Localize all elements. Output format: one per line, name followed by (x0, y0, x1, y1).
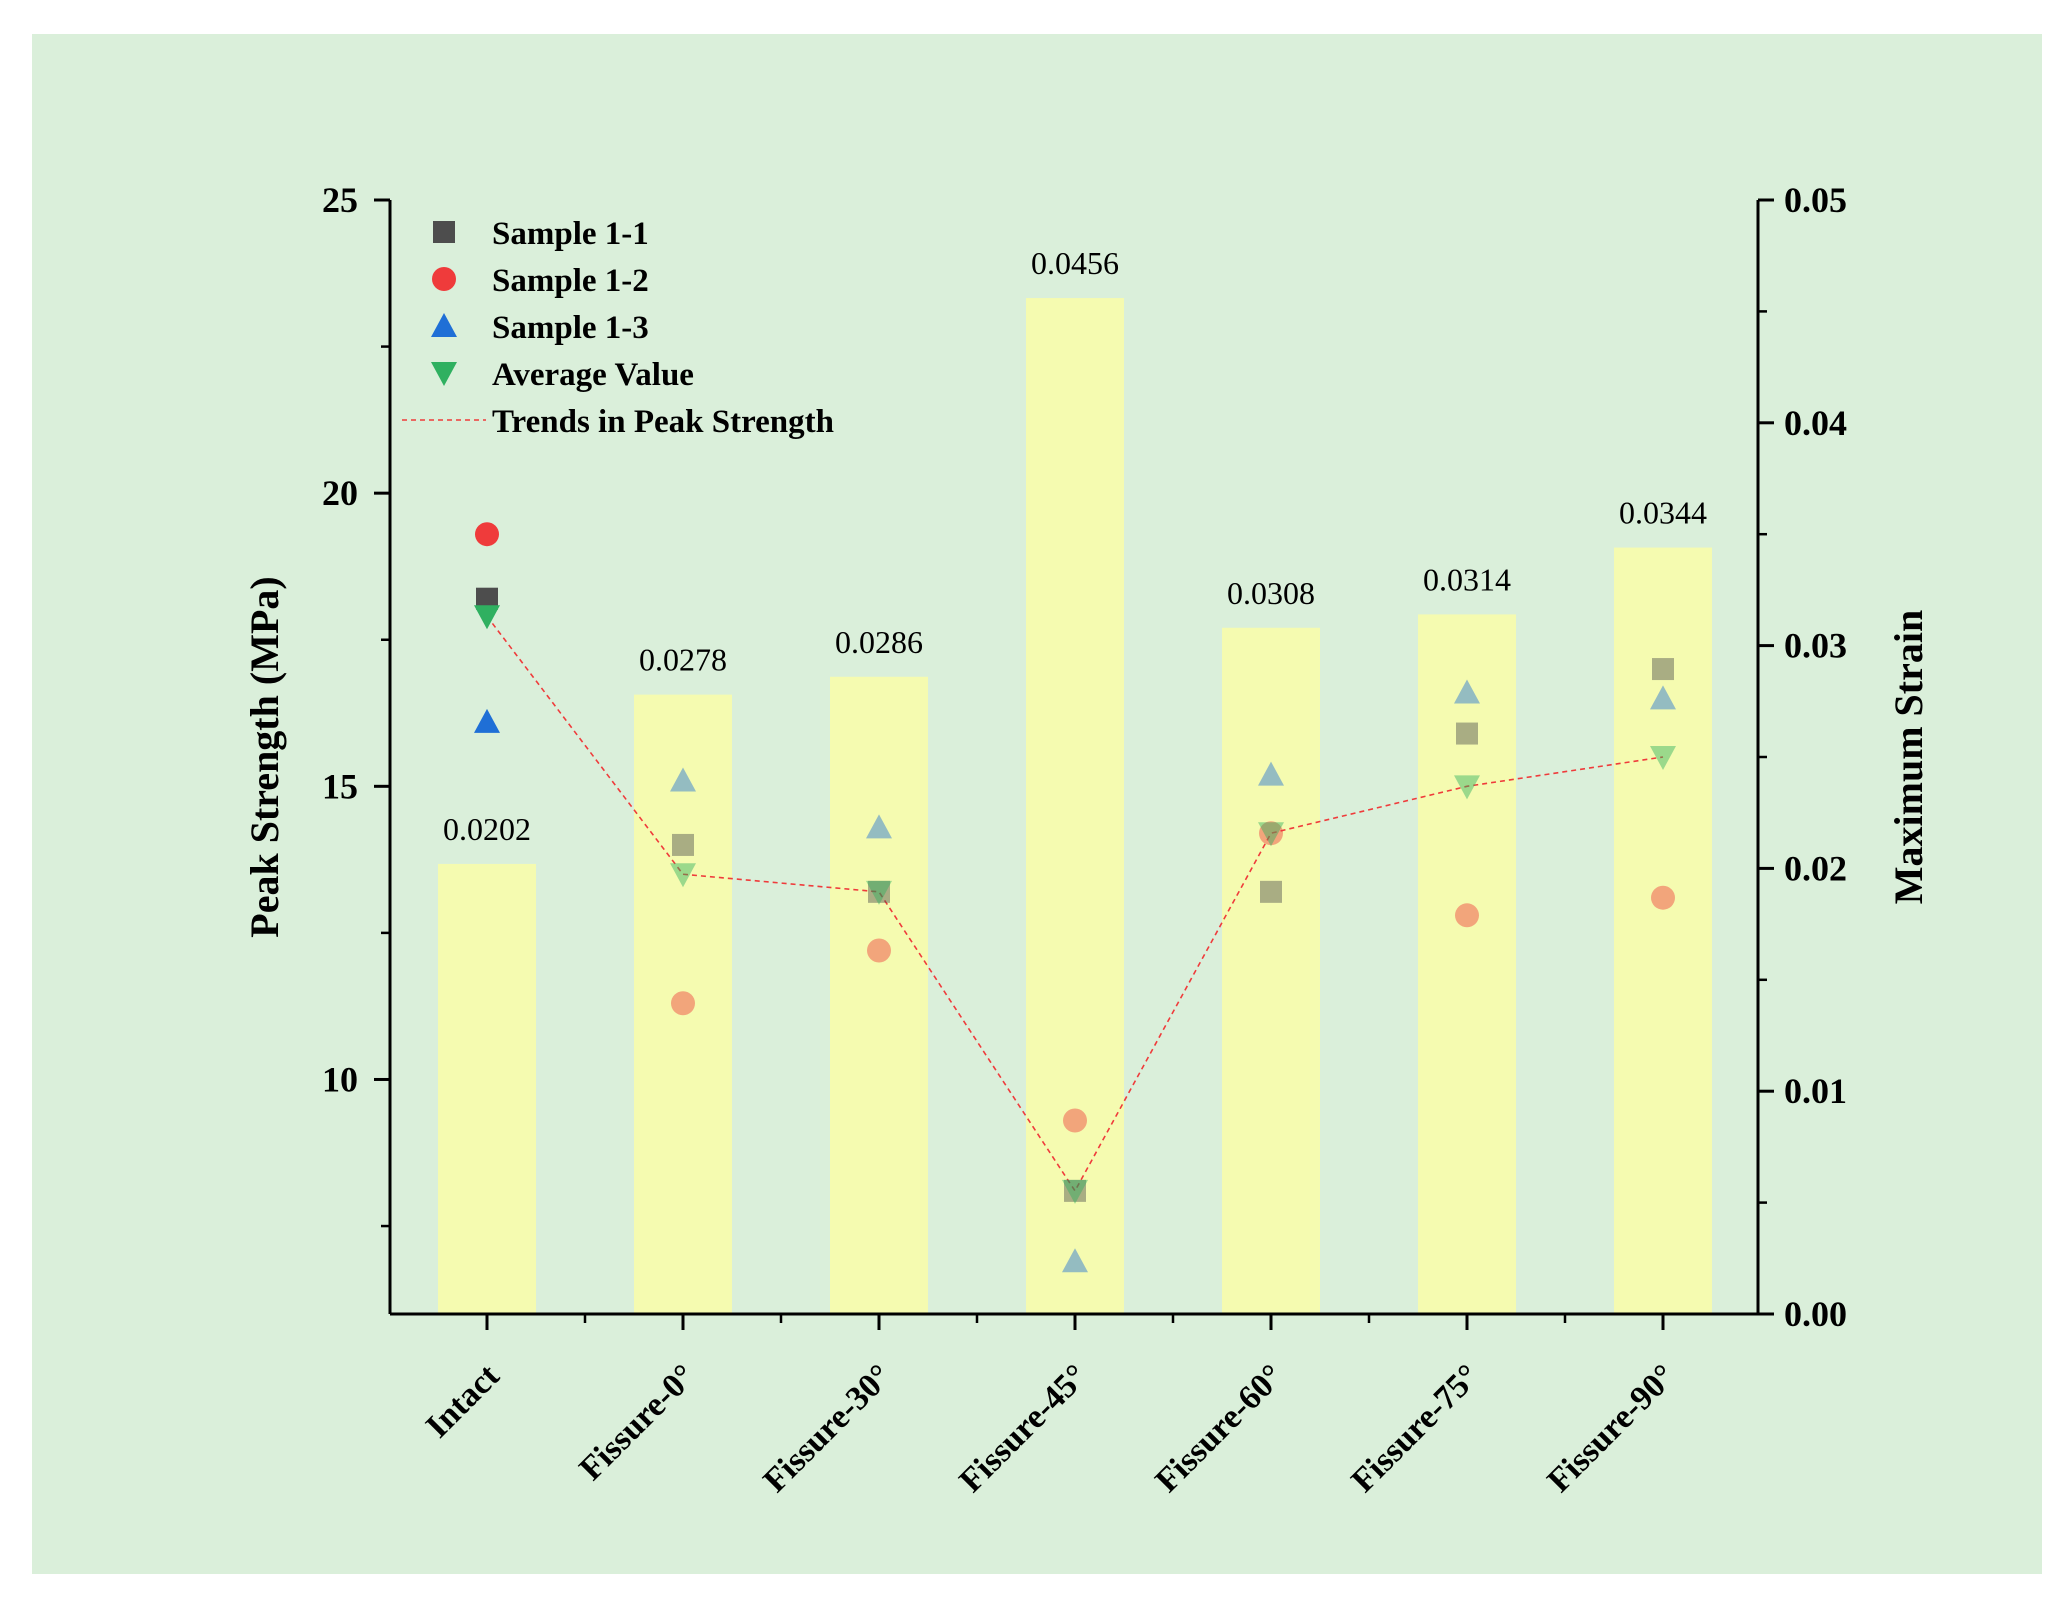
strain-bar-label-6: 0.0344 (1619, 495, 1707, 531)
point-square-3 (1064, 1179, 1086, 1202)
point-circle-4 (1259, 821, 1283, 846)
category-label-0: Intact (419, 1357, 507, 1445)
point-triangle-down-2 (866, 880, 892, 905)
strain-bar-3 (1026, 298, 1124, 1315)
strain-bar-0 (438, 863, 536, 1314)
category-label-3: Fissure-45° (952, 1357, 1094, 1499)
point-triangle-down-1 (670, 863, 696, 888)
strain-bar-label-0: 0.0202 (443, 811, 531, 847)
legend-marker-3 (431, 362, 457, 386)
category-label-4: Fissure-60° (1148, 1357, 1290, 1499)
point-triangle-up-6 (1650, 685, 1676, 710)
point-square-5 (1456, 722, 1478, 745)
legend-marker-2 (431, 313, 457, 337)
point-triangle-up-0 (474, 708, 500, 733)
left-tick-label-2: 20 (322, 473, 358, 513)
left-tick-label-1: 15 (322, 766, 358, 806)
point-circle-0 (475, 522, 499, 547)
left-axis-title: Peak Strength (MPa) (242, 576, 287, 937)
category-label-6: Fissure-90° (1540, 1357, 1682, 1499)
point-square-1 (672, 833, 694, 856)
point-triangle-down-4 (1258, 822, 1284, 847)
right-tick-label-0: 0.00 (1784, 1294, 1847, 1334)
strain-bar-label-1: 0.0278 (639, 642, 727, 678)
point-triangle-up-3 (1062, 1248, 1088, 1273)
point-square-6 (1652, 658, 1674, 681)
left-tick-label-3: 25 (322, 180, 358, 220)
category-label-5: Fissure-75° (1344, 1357, 1486, 1499)
strain-bar-6 (1614, 547, 1712, 1314)
strain-bar-1 (634, 694, 732, 1314)
strain-bar-label-4: 0.0308 (1227, 575, 1315, 611)
point-triangle-down-0 (474, 605, 500, 630)
right-tick-label-4: 0.04 (1784, 403, 1847, 443)
point-triangle-up-2 (866, 814, 892, 839)
trend-line (486, 615, 1664, 1193)
strain-bar-label-2: 0.0286 (835, 624, 923, 660)
point-circle-1 (671, 991, 695, 1016)
point-triangle-down-5 (1454, 775, 1480, 800)
point-circle-6 (1651, 885, 1675, 910)
legend-marker-1 (432, 267, 456, 291)
legend-marker-0 (433, 221, 455, 243)
right-axis-title: Maximum Strain (1886, 610, 1931, 904)
left-tick-label-0: 10 (322, 1059, 358, 1099)
point-triangle-up-1 (670, 767, 696, 792)
strain-bar-4 (1222, 627, 1320, 1314)
legend-label-0: Sample 1-1 (492, 216, 649, 252)
right-tick-label-5: 0.05 (1784, 180, 1847, 220)
strain-bar-2 (830, 676, 928, 1314)
point-circle-2 (867, 938, 891, 963)
point-square-2 (868, 880, 890, 903)
category-label-1: Fissure-0° (572, 1357, 702, 1487)
category-label-2: Fissure-30° (756, 1357, 898, 1499)
legend-label-2: Sample 1-3 (492, 310, 649, 346)
strain-bar-label-3: 0.0456 (1031, 245, 1119, 281)
point-circle-3 (1063, 1108, 1087, 1133)
legend-label-1: Sample 1-2 (492, 263, 649, 299)
right-tick-label-1: 0.01 (1784, 1071, 1847, 1111)
point-square-0 (476, 587, 498, 610)
strain-bar-5 (1418, 614, 1516, 1314)
legend-label-3: Average Value (492, 357, 694, 393)
right-tick-label-3: 0.03 (1784, 626, 1847, 666)
right-tick-label-2: 0.02 (1784, 848, 1847, 888)
point-triangle-down-6 (1650, 746, 1676, 770)
point-triangle-up-4 (1258, 761, 1284, 786)
point-square-4 (1260, 880, 1282, 903)
legend-label-4: Trends in Peak Strength (492, 404, 834, 440)
strain-bar-label-5: 0.0314 (1423, 561, 1511, 597)
point-triangle-up-5 (1454, 679, 1480, 704)
point-triangle-down-3 (1062, 1179, 1088, 1204)
point-circle-5 (1455, 903, 1479, 928)
